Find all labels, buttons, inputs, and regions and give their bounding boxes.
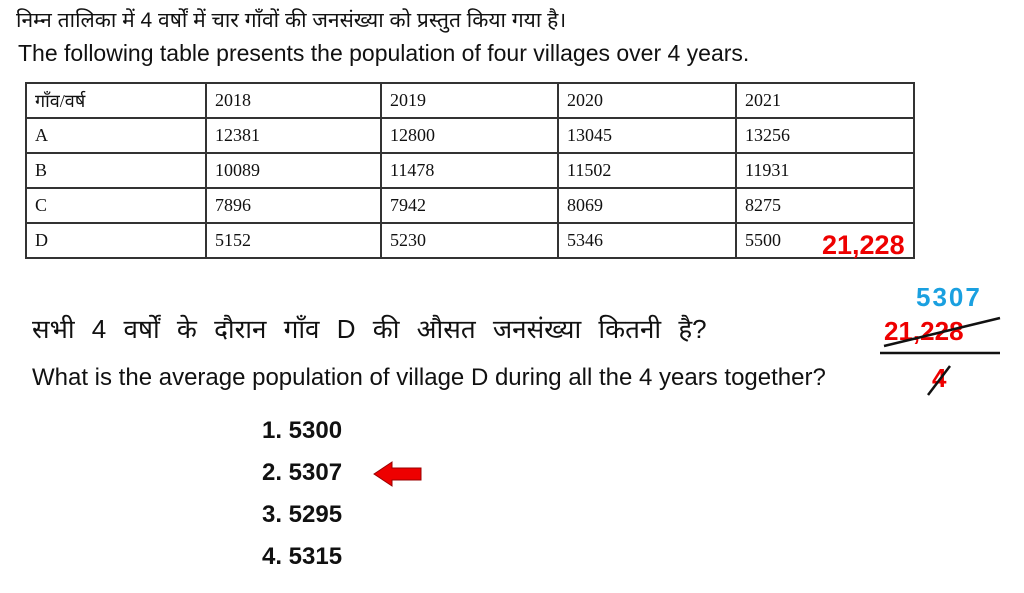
- option: 3. 5295: [262, 501, 343, 528]
- table-cell: 2019: [380, 82, 559, 119]
- table-row: C 7896 7942 8069 8275: [25, 187, 915, 224]
- table-row: गाँव/वर्ष 2018 2019 2020 2021: [25, 82, 915, 119]
- table-cell: D: [25, 222, 207, 259]
- table-row: B 10089 11478 11502 11931: [25, 152, 915, 189]
- table-cell: 8275: [735, 187, 915, 224]
- table-cell: 5500: [735, 222, 915, 259]
- table-cell: 7896: [205, 187, 382, 224]
- question-english: What is the average population of villag…: [32, 364, 826, 391]
- table-cell: 5230: [380, 222, 559, 259]
- sum-annotation: 21,228: [822, 230, 905, 260]
- table-cell: 7942: [380, 187, 559, 224]
- table-cell: 11502: [557, 152, 737, 189]
- table-row: A 12381 12800 13045 13256: [25, 117, 915, 154]
- table-cell: 5152: [205, 222, 382, 259]
- table-cell: 5346: [557, 222, 737, 259]
- table-cell: 2018: [205, 82, 382, 119]
- table-cell: C: [25, 187, 207, 224]
- table-cell: 12800: [380, 117, 559, 154]
- table-cell: 2021: [735, 82, 915, 119]
- table-cell: 8069: [557, 187, 737, 224]
- table-cell: A: [25, 117, 207, 154]
- table-cell: 13045: [557, 117, 737, 154]
- table-cell: 10089: [205, 152, 382, 189]
- option: 1. 5300: [262, 417, 343, 444]
- option: 4. 5315: [262, 543, 343, 570]
- table-cell: B: [25, 152, 207, 189]
- intro-english: The following table presents the populat…: [18, 40, 750, 66]
- population-table: गाँव/वर्ष 2018 2019 2020 2021 A 12381 12800 1304…: [25, 82, 915, 259]
- option: 2. 5307: [262, 459, 343, 486]
- table-cell: 11931: [735, 152, 915, 189]
- working-result: 5307: [916, 282, 982, 312]
- table-cell: गाँव/वर्ष: [25, 82, 207, 119]
- table-cell: 2020: [557, 82, 737, 119]
- question-hindi: सभी 4 वर्षों के दौरान गाँव D की औसत जनसं…: [32, 314, 707, 344]
- arrow: [373, 461, 422, 487]
- intro-hindi: निम्न तालिका में 4 वर्षों में चार गाँवों…: [16, 9, 567, 32]
- table-cell: 13256: [735, 117, 915, 154]
- table-cell: 12381: [205, 117, 382, 154]
- strike: [883, 316, 1001, 348]
- table-cell: 11478: [380, 152, 559, 189]
- table-row: D 5152 5230 5346 5500: [25, 222, 915, 259]
- strike: [927, 365, 951, 396]
